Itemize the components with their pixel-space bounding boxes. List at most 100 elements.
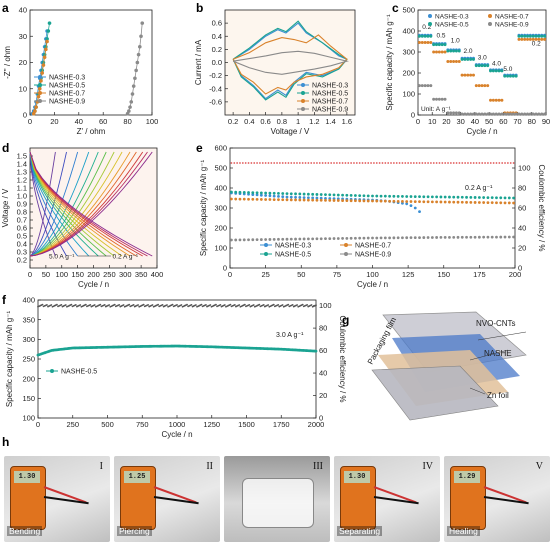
- photo-panel-i: 1.30 I Bending: [4, 456, 110, 542]
- data-point: [247, 197, 250, 201]
- data-point: [294, 237, 297, 241]
- legend-marker: [301, 99, 305, 103]
- ce-point: [215, 303, 217, 306]
- y-tick-label: 0.2: [212, 45, 222, 54]
- rate-annotation: 0.2 A g⁻¹: [465, 185, 493, 192]
- ce-point: [296, 304, 298, 306]
- panel-letter: g: [342, 313, 349, 327]
- data-point: [499, 235, 503, 239]
- data-point: [457, 111, 461, 115]
- photo-panel-ii: 1.25 II Piercing: [114, 456, 220, 542]
- y-tick-label: 0.6: [212, 19, 222, 28]
- ce-point: [264, 162, 267, 164]
- data-point: [298, 198, 302, 202]
- multimeter-display: 1.29: [454, 471, 480, 483]
- data-point: [311, 237, 315, 241]
- data-point: [499, 201, 503, 205]
- data-point: [264, 198, 268, 201]
- data-point: [366, 199, 370, 203]
- legend-label: NASHE-0.7: [49, 91, 85, 98]
- data-point: [392, 236, 396, 240]
- schematic-label: NASHE: [484, 349, 512, 358]
- legend-label: NASHE-0.5: [312, 91, 348, 98]
- x-tick-label: 0.4: [244, 117, 254, 126]
- y-tick-label: 100: [22, 414, 35, 423]
- legend-marker: [301, 83, 305, 87]
- ce-point: [430, 162, 432, 164]
- data-point: [37, 86, 42, 91]
- photo-numeral: V: [535, 461, 543, 472]
- data-point: [434, 50, 438, 54]
- x-tick-label: 0: [416, 117, 420, 126]
- data-point: [413, 236, 417, 240]
- photo-panel-v: 1.29 V Healing: [444, 456, 550, 542]
- ce-point: [469, 162, 472, 164]
- ce-point: [398, 162, 401, 164]
- data-point: [454, 59, 458, 63]
- data-point: [298, 192, 302, 196]
- data-point: [302, 198, 306, 202]
- ce-point: [248, 303, 251, 306]
- unit-label: Unit: A g⁻¹: [421, 106, 452, 113]
- ce-point: [392, 162, 395, 164]
- data-point: [523, 34, 527, 38]
- y-tick-label: 150: [22, 394, 35, 403]
- data-point: [354, 194, 357, 197]
- data-point: [255, 193, 259, 197]
- ce-point: [142, 303, 145, 306]
- ce-point: [56, 303, 58, 306]
- data-point: [139, 34, 143, 39]
- x-tick-label: 25: [261, 270, 269, 279]
- data-point: [471, 112, 475, 116]
- panel-letter: e: [196, 141, 203, 155]
- data-point: [358, 199, 362, 203]
- data-point: [289, 192, 293, 196]
- data-point: [133, 76, 137, 81]
- y-tick-label: 1.1: [17, 184, 27, 193]
- y2-tick-label: 60: [518, 204, 526, 213]
- data-point: [281, 198, 285, 202]
- data-point: [302, 237, 306, 241]
- data-point: [251, 197, 255, 201]
- charge-curve: [29, 151, 115, 257]
- ce-point: [401, 162, 404, 164]
- leader-line: [469, 387, 486, 395]
- data-point: [238, 197, 242, 201]
- data-point: [452, 195, 456, 199]
- data-point: [259, 193, 263, 197]
- photo-label: Bending: [7, 526, 43, 536]
- data-point: [440, 97, 444, 101]
- data-point: [506, 74, 510, 78]
- data-point: [446, 59, 450, 63]
- data-point: [429, 41, 433, 45]
- x-tick-label: 60: [499, 117, 507, 126]
- ce-point: [50, 304, 53, 306]
- data-point: [437, 43, 441, 47]
- data-point: [341, 199, 344, 202]
- data-point: [434, 43, 438, 47]
- charge-curve: [29, 151, 131, 257]
- y-tick-label: 400: [214, 184, 227, 193]
- y-tick-label: 1.0: [17, 192, 27, 201]
- data-point: [490, 196, 494, 200]
- ce-point: [310, 304, 313, 306]
- data-point: [354, 199, 357, 203]
- data-point: [319, 198, 323, 202]
- data-point: [285, 237, 289, 241]
- data-point: [42, 55, 47, 60]
- x-tick-label: 40: [75, 117, 83, 126]
- x-tick-label: 100: [55, 270, 68, 279]
- data-point: [528, 34, 532, 38]
- y2-tick-label: 100: [319, 301, 332, 310]
- data-point: [456, 200, 460, 204]
- data-point: [491, 112, 495, 116]
- data-point: [44, 47, 48, 52]
- chart-f: 0 250 500 750 1000 1250 1500 1750 20001001502002…: [5, 296, 347, 439]
- data-point: [520, 112, 524, 116]
- data-point: [285, 192, 289, 195]
- y2-tick-label: 0: [319, 414, 323, 423]
- ce-point: [250, 162, 253, 164]
- ce-point: [186, 303, 188, 306]
- ce-point: [427, 162, 429, 164]
- y2-tick-label: 40: [319, 369, 327, 378]
